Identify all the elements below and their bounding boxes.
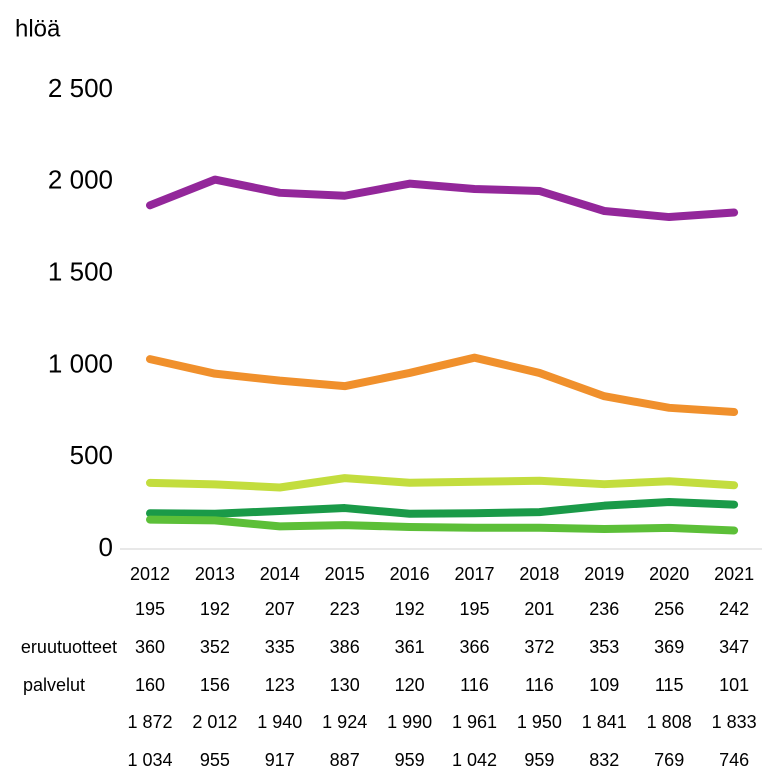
table-value: 1 961	[452, 712, 497, 732]
table-value: 1 841	[582, 712, 627, 732]
table-value: 242	[719, 599, 749, 619]
y-axis-unit: hlöä	[15, 15, 61, 42]
table-value: 156	[200, 675, 230, 695]
table-value: 335	[265, 637, 295, 657]
table-value: 116	[460, 675, 489, 695]
table-value: 1 808	[647, 712, 692, 732]
table-value: 236	[589, 599, 619, 619]
series-line	[146, 353, 739, 417]
table-value: 192	[395, 599, 425, 619]
x-tick-label: 2013	[195, 564, 235, 584]
table-value: 160	[135, 675, 165, 695]
x-tick-label: 2017	[454, 564, 494, 584]
table-value: 955	[200, 750, 230, 770]
table-row-name: eruutuotteet	[21, 637, 117, 657]
y-tick-label: 2 000	[48, 165, 113, 195]
table-value: 2 012	[192, 712, 237, 732]
table-value: 887	[330, 750, 360, 770]
table-value: 115	[655, 675, 684, 695]
table-value: 1 950	[517, 712, 562, 732]
table-value: 130	[330, 675, 360, 695]
table-value: 256	[654, 599, 684, 619]
table-value: 347	[719, 637, 749, 657]
table-value: 959	[395, 750, 425, 770]
table-value: 201	[524, 599, 554, 619]
table-value: 1 872	[127, 712, 172, 732]
series-line	[146, 515, 739, 535]
x-tick-label: 2016	[390, 564, 430, 584]
table-value: 109	[589, 675, 619, 695]
table-value: 120	[395, 675, 425, 695]
x-tick-label: 2012	[130, 564, 170, 584]
table-value: 101	[719, 675, 749, 695]
table-value: 195	[459, 599, 489, 619]
x-tick-label: 2019	[584, 564, 624, 584]
table-value: 123	[265, 675, 295, 695]
y-tick-label: 1 500	[48, 256, 113, 286]
table-value: 1 042	[452, 750, 497, 770]
y-tick-label: 2 500	[48, 73, 113, 103]
table-value: 832	[589, 750, 619, 770]
table-value: 361	[395, 637, 425, 657]
series-line	[146, 497, 739, 518]
table-value: 192	[200, 599, 230, 619]
table-value: 959	[524, 750, 554, 770]
table-value: 369	[654, 637, 684, 657]
table-value: 360	[135, 637, 165, 657]
y-tick-label: 1 000	[48, 348, 113, 378]
x-tick-label: 2021	[714, 564, 754, 584]
table-value: 207	[265, 599, 295, 619]
x-tick-label: 2018	[519, 564, 559, 584]
table-value: 366	[459, 637, 489, 657]
x-tick-label: 2015	[325, 564, 365, 584]
table-value: 1 034	[127, 750, 172, 770]
table-row-name: palvelut	[23, 675, 85, 695]
table-value: 386	[330, 637, 360, 657]
table-value: 746	[719, 750, 749, 770]
x-tick-label: 2020	[649, 564, 689, 584]
table-value: 1 924	[322, 712, 367, 732]
table-value: 353	[589, 637, 619, 657]
y-tick-label: 500	[70, 440, 113, 470]
table-value: 1 990	[387, 712, 432, 732]
table-value: 917	[265, 750, 295, 770]
table-value: 1 833	[712, 712, 757, 732]
y-tick-label: 0	[99, 532, 113, 562]
series-line	[146, 474, 739, 492]
x-tick-label: 2014	[260, 564, 300, 584]
table-value: 769	[654, 750, 684, 770]
table-value: 352	[200, 637, 230, 657]
table-value: 195	[135, 599, 165, 619]
table-value: 223	[330, 599, 360, 619]
series-line	[146, 175, 739, 222]
table-value: 1 940	[257, 712, 302, 732]
table-value: 372	[524, 637, 554, 657]
table-value: 116	[525, 675, 554, 695]
